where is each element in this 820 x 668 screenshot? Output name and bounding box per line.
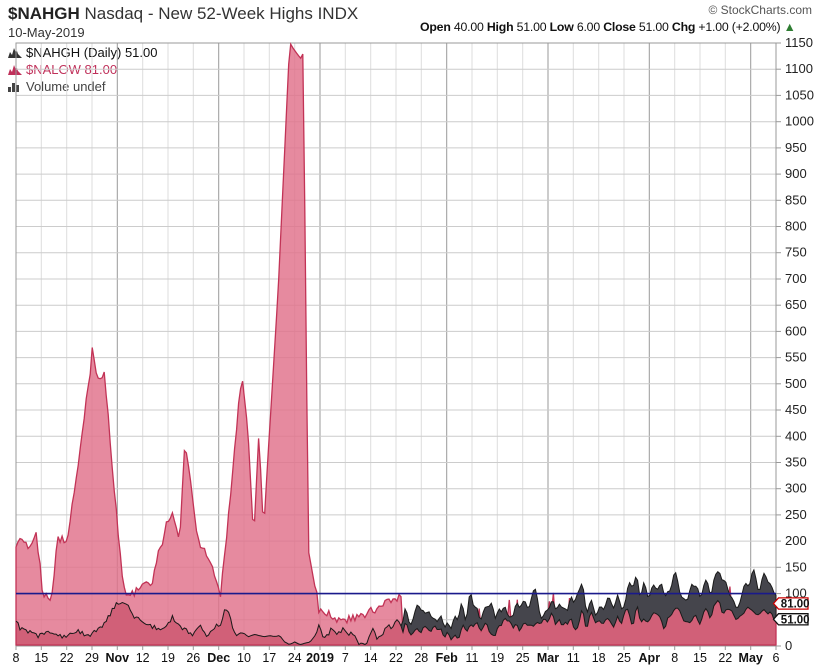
svg-text:550: 550 [785, 350, 807, 365]
svg-text:450: 450 [785, 402, 807, 417]
svg-text:400: 400 [785, 428, 807, 443]
svg-text:Dec: Dec [207, 651, 230, 665]
svg-text:51.00: 51.00 [781, 614, 810, 626]
svg-text:600: 600 [785, 323, 807, 338]
svg-text:850: 850 [785, 192, 807, 207]
svg-text:900: 900 [785, 166, 807, 181]
svg-text:29: 29 [85, 651, 99, 665]
svg-text:1150: 1150 [785, 35, 813, 50]
svg-text:8: 8 [671, 651, 678, 665]
svg-text:28: 28 [414, 651, 428, 665]
svg-text:22: 22 [718, 651, 732, 665]
svg-text:May: May [739, 651, 763, 665]
svg-text:8: 8 [13, 651, 20, 665]
svg-text:Apr: Apr [639, 651, 661, 665]
svg-text:6: 6 [773, 651, 780, 665]
svg-text:11: 11 [567, 651, 580, 665]
svg-text:81.00: 81.00 [781, 599, 810, 611]
svg-text:19: 19 [490, 651, 504, 665]
svg-text:17: 17 [262, 651, 276, 665]
svg-text:15: 15 [693, 651, 707, 665]
svg-text:11: 11 [466, 651, 479, 665]
svg-text:1050: 1050 [785, 87, 814, 102]
svg-text:1100: 1100 [785, 61, 813, 76]
svg-text:24: 24 [288, 651, 302, 665]
svg-text:Nov: Nov [105, 651, 129, 665]
svg-text:1000: 1000 [785, 114, 814, 129]
svg-text:650: 650 [785, 297, 807, 312]
svg-text:500: 500 [785, 376, 807, 391]
svg-text:25: 25 [516, 651, 530, 665]
svg-text:350: 350 [785, 455, 807, 470]
svg-text:950: 950 [785, 140, 807, 155]
svg-text:0: 0 [785, 638, 792, 653]
svg-text:22: 22 [60, 651, 74, 665]
svg-text:Mar: Mar [537, 651, 559, 665]
svg-text:150: 150 [785, 559, 807, 574]
svg-text:15: 15 [34, 651, 48, 665]
svg-text:19: 19 [161, 651, 175, 665]
svg-text:200: 200 [785, 533, 807, 548]
svg-text:14: 14 [364, 651, 378, 665]
svg-text:700: 700 [785, 271, 807, 286]
svg-text:12: 12 [136, 651, 150, 665]
svg-text:250: 250 [785, 507, 807, 522]
svg-text:10: 10 [237, 651, 251, 665]
svg-text:22: 22 [389, 651, 403, 665]
svg-text:750: 750 [785, 245, 807, 260]
svg-text:800: 800 [785, 219, 807, 234]
svg-text:25: 25 [617, 651, 631, 665]
svg-text:300: 300 [785, 481, 807, 496]
svg-text:Feb: Feb [436, 651, 459, 665]
svg-text:7: 7 [342, 651, 349, 665]
svg-text:2019: 2019 [306, 651, 334, 665]
svg-text:26: 26 [186, 651, 200, 665]
svg-text:18: 18 [592, 651, 606, 665]
